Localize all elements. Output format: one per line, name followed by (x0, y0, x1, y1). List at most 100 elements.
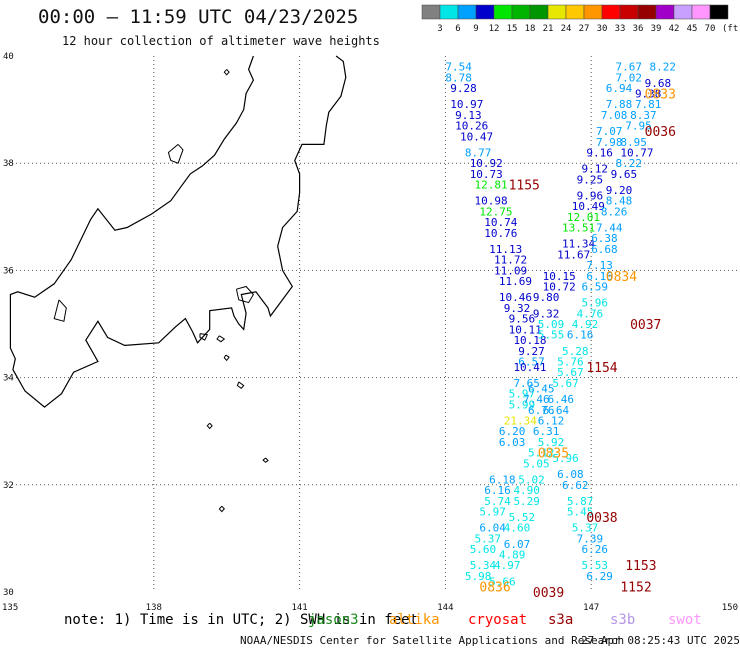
island (223, 354, 230, 362)
wave-height-label: 9.13 (455, 109, 482, 122)
colorbar-swatch (601, 4, 621, 20)
island (216, 335, 226, 343)
wave-height-label: 5.55 (538, 329, 565, 342)
wave-height-label: 6.64 (543, 404, 570, 417)
wave-height-label: 10.18 (513, 334, 546, 347)
wave-height-label: 6.12 (538, 414, 565, 427)
wave-height-label: 8.77 (465, 146, 492, 159)
island (236, 381, 245, 389)
wave-height-label: 5.97 (509, 388, 535, 401)
wave-height-label: 13.51 (562, 222, 595, 235)
wave-height-label: 4.76 (577, 307, 604, 320)
pass-time-label: 0039 (533, 586, 564, 601)
wave-height-label: 4.90 (513, 484, 540, 497)
legend-sat-s3a: s3a (548, 612, 574, 628)
wave-height-label: 10.76 (484, 227, 517, 240)
pass-time-label: 1155 (509, 179, 540, 194)
colorbar-swatch (655, 4, 675, 20)
wave-height-label: 6.94 (606, 82, 633, 95)
wave-height-label: 6.07 (504, 538, 530, 551)
coastline (9, 55, 347, 408)
wave-height-label: 7.81 (635, 98, 662, 111)
wave-height-label: 4.97 (494, 559, 521, 572)
wave-height-label: 9.27 (518, 345, 545, 358)
colorbar-tick: 30 (597, 24, 608, 34)
wave-height-label: 7.54 (445, 61, 472, 74)
colorbar-tick: 27 (579, 24, 590, 34)
wave-height-label: 8.37 (630, 109, 657, 122)
wave-height-label: 10.98 (475, 195, 508, 208)
wave-height-label: 5.05 (523, 457, 550, 470)
axis-lat-label: 32 (3, 481, 14, 491)
wave-height-label: 9.20 (606, 184, 633, 197)
island (167, 144, 184, 164)
colorbar-tick: 12 (489, 24, 500, 34)
wave-height-label: 7.88 (606, 98, 633, 111)
wave-height-label: 5.67 (552, 377, 579, 390)
wave-height-label: 9.25 (577, 173, 604, 186)
wave-height-label: 6.16 (567, 329, 594, 342)
axis-lon-label: 147 (583, 603, 599, 613)
footer-note: note: 1) Time is in UTC; 2) SWH is in fe… (64, 612, 419, 628)
axis-lat-label: 38 (3, 159, 14, 169)
wave-height-label: 11.13 (489, 243, 522, 256)
wave-height-label: 10.97 (450, 98, 483, 111)
wave-height-label: 5.67 (557, 366, 584, 379)
wave-height-label: 6.04 (479, 522, 506, 535)
wave-height-label: 6.31 (533, 425, 560, 438)
wave-height-label: 11.34 (562, 238, 595, 251)
wave-height-label: 5.98 (465, 570, 492, 583)
wave-height-label: 9.68 (645, 77, 672, 90)
wave-height-label: 10.11 (509, 323, 542, 336)
wave-height-label: 8.22 (650, 61, 677, 74)
wave-height-label: 21.34 (504, 414, 537, 427)
colorbar-swatch (565, 4, 585, 20)
colorbar-tick: 18 (525, 24, 536, 34)
wave-height-label: 5.37 (475, 532, 502, 545)
wave-height-label: 6.46 (547, 393, 574, 406)
axis-lat-label: 34 (3, 374, 14, 384)
wave-height-label: 5.34 (470, 559, 497, 572)
wave-height-label: 11.69 (499, 275, 532, 288)
colorbar-swatch (421, 4, 441, 20)
generated-timestamp: 27 Apr 08:25:43 UTC 2025 (581, 634, 740, 647)
wave-height-label: 12.81 (475, 179, 508, 192)
wave-height-label: 10.47 (460, 130, 493, 143)
wave-height-label: 4.92 (572, 318, 599, 331)
wave-height-label: 5.45 (567, 506, 594, 519)
wave-height-label: 5.74 (484, 495, 511, 508)
wave-height-label: 6.16 (586, 270, 613, 283)
wave-height-label: 7.65 (513, 377, 540, 390)
wave-height-label: 6.68 (591, 243, 618, 256)
pass-time-label: 0833 (645, 88, 676, 103)
wave-height-label: 6.59 (581, 280, 608, 293)
pass-time-label: 0836 (479, 581, 510, 596)
wave-height-label: 6.57 (518, 356, 545, 369)
colorbar-swatch (709, 4, 729, 20)
wave-height-label: 5.92 (538, 436, 565, 449)
legend-sat-altika: altika (389, 612, 440, 628)
wave-height-label: 6.08 (557, 468, 584, 481)
wave-height-label: 6.76 (528, 404, 555, 417)
page-title: 00:00 – 11:59 UTC 04/23/2025 (38, 6, 359, 28)
colorbar-tick: 70 (705, 24, 716, 34)
colorbar-tick: 9 (473, 24, 478, 34)
wave-height-label: 10.15 (543, 270, 576, 283)
island (206, 422, 213, 430)
colorbar-swatch (691, 4, 711, 20)
legend-sat-s3b: s3b (610, 612, 636, 628)
wave-height-label: 6.62 (562, 479, 589, 492)
wave-height-label: 7.95 (625, 120, 652, 133)
wave-height-label: 7.44 (596, 222, 623, 235)
wave-height-label: 10.92 (470, 157, 503, 170)
wave-height-label: 7.08 (601, 109, 628, 122)
wave-height-label: 7.46 (523, 393, 550, 406)
wave-height-label: 7.98 (596, 136, 623, 149)
pass-time-label: 0037 (630, 318, 661, 333)
wave-height-label: 8.78 (445, 71, 472, 84)
colorbar-tick: 45 (687, 24, 698, 34)
wave-height-label: 5.99 (509, 398, 535, 411)
wave-height-label: 10.46 (499, 291, 532, 304)
credit-text: NOAA/NESDIS Center for Satellite Applica… (240, 634, 625, 647)
